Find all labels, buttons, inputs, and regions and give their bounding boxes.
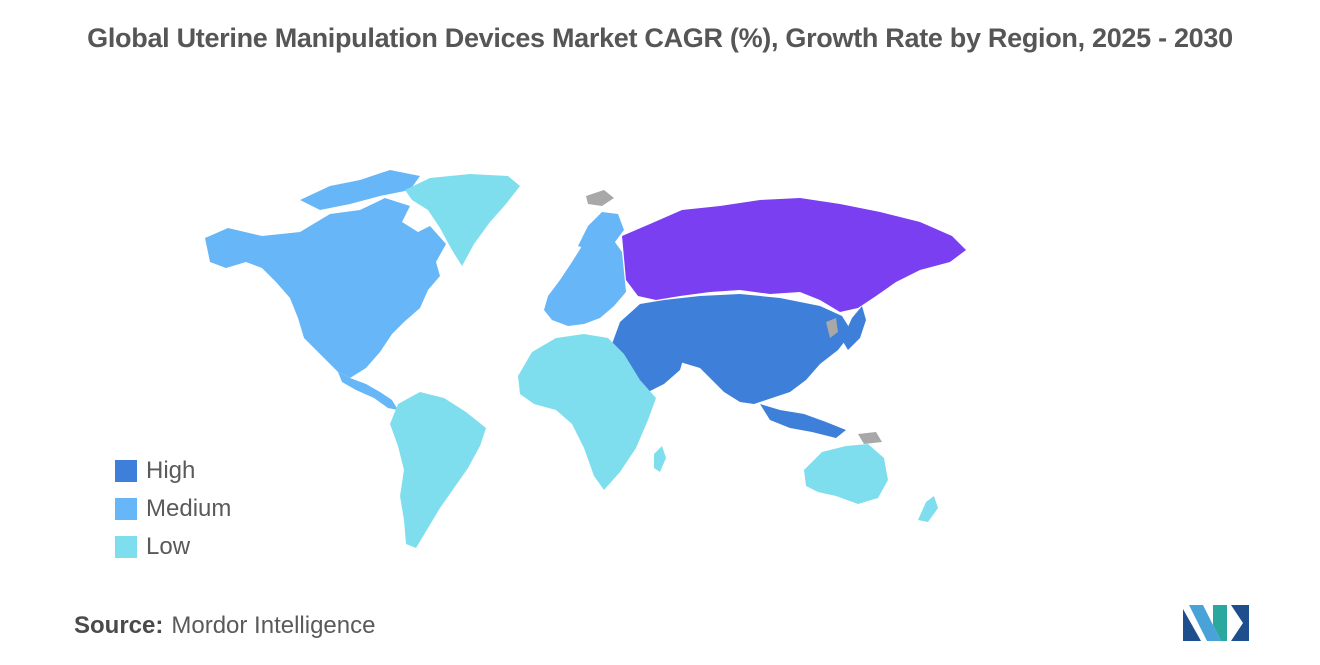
region-russia[interactable] bbox=[622, 198, 966, 312]
region-middle-east[interactable] bbox=[626, 326, 686, 392]
region-greenland[interactable] bbox=[405, 174, 520, 266]
mordor-intelligence-logo-icon bbox=[1183, 605, 1249, 641]
region-no-data-korea bbox=[826, 318, 838, 338]
legend-swatch-high bbox=[115, 460, 137, 482]
legend: High Medium Low bbox=[115, 452, 231, 566]
region-no-data-papua bbox=[858, 432, 882, 444]
region-australia[interactable] bbox=[804, 444, 888, 504]
chart-title: Global Uterine Manipulation Devices Mark… bbox=[87, 23, 1233, 53]
region-south-america[interactable] bbox=[390, 392, 486, 548]
source-text: Mordor Intelligence bbox=[171, 612, 376, 639]
region-southeast-asia[interactable] bbox=[760, 404, 846, 438]
region-scandinavia[interactable] bbox=[578, 212, 624, 252]
region-arctic-islands[interactable] bbox=[300, 170, 420, 210]
legend-item-low: Low bbox=[115, 528, 231, 566]
source-label: Source: bbox=[74, 612, 164, 639]
region-north-america[interactable] bbox=[205, 198, 446, 378]
legend-label-high: High bbox=[146, 457, 196, 484]
region-madagascar[interactable] bbox=[654, 446, 666, 472]
region-central-america[interactable] bbox=[338, 372, 398, 410]
region-europe[interactable] bbox=[544, 234, 626, 326]
legend-swatch-medium bbox=[115, 498, 137, 520]
legend-label-medium: Medium bbox=[146, 495, 232, 522]
legend-label-low: Low bbox=[146, 533, 191, 560]
region-new-zealand[interactable] bbox=[918, 496, 938, 522]
source-line: Source: Mordor Intelligence bbox=[74, 612, 375, 640]
legend-item-high: High bbox=[115, 452, 231, 490]
region-africa[interactable] bbox=[518, 334, 656, 490]
legend-swatch-low bbox=[115, 536, 137, 558]
region-asia[interactable] bbox=[612, 294, 852, 404]
legend-item-medium: Medium bbox=[115, 490, 231, 528]
region-japan[interactable] bbox=[842, 306, 866, 350]
region-no-data-svalbard bbox=[586, 190, 614, 206]
